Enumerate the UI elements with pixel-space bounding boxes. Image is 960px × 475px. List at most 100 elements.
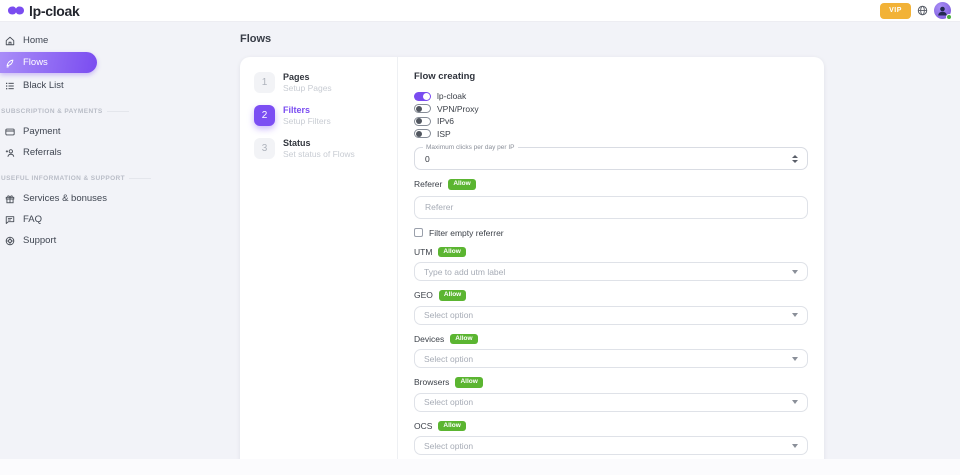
toggle-row-ipv6: IPv6 bbox=[414, 115, 808, 128]
main-content: Flows 1 Pages Setup Pages 2 Filters Setu… bbox=[240, 22, 960, 475]
sidebar-item-faq[interactable]: FAQ bbox=[0, 209, 240, 230]
devices-select[interactable]: Select option bbox=[414, 349, 808, 368]
checkbox-label: Filter empty referrer bbox=[429, 227, 504, 238]
chevron-down-icon bbox=[792, 269, 798, 274]
step-title: Filters bbox=[283, 105, 311, 115]
toggle-row-lp-cloak: lp-cloak bbox=[414, 90, 808, 103]
chat-icon bbox=[5, 215, 15, 224]
sidebar-item-black-list[interactable]: Black List bbox=[0, 75, 240, 96]
utm-select[interactable]: Type to add utm label bbox=[414, 262, 808, 281]
user-avatar[interactable] bbox=[934, 2, 952, 20]
utm-label-row: UTM Allow bbox=[414, 246, 808, 257]
max-clicks-input[interactable] bbox=[415, 153, 792, 164]
sidebar-item-label: Services & bonuses bbox=[23, 193, 107, 204]
devices-label: Devices bbox=[414, 333, 445, 344]
sidebar-item-label: Flows bbox=[23, 57, 48, 68]
ocs-label: OCS bbox=[414, 420, 433, 431]
chevron-down-icon bbox=[792, 356, 798, 361]
geo-allow-badge[interactable]: Allow bbox=[438, 290, 467, 301]
toggle-label: ISP bbox=[437, 128, 451, 139]
vpn-proxy-toggle[interactable] bbox=[414, 104, 431, 114]
stepper-down-icon[interactable] bbox=[792, 159, 798, 163]
referer-field bbox=[414, 195, 808, 219]
flow-card: 1 Pages Setup Pages 2 Filters Setup Filt… bbox=[240, 57, 824, 475]
flow-form: Flow creating lp-cloak VPN/Proxy IPv6 IS… bbox=[398, 57, 824, 475]
sidebar-item-flows[interactable]: Flows bbox=[0, 52, 97, 73]
gift-icon bbox=[5, 194, 15, 203]
utm-label: UTM bbox=[414, 246, 433, 257]
page-title: Flows bbox=[240, 33, 272, 45]
bottom-strip bbox=[0, 459, 960, 475]
lp-cloak-toggle[interactable] bbox=[414, 91, 431, 101]
stepper-up-icon[interactable] bbox=[792, 154, 798, 158]
chevron-down-icon bbox=[792, 313, 798, 317]
globe-icon[interactable] bbox=[917, 5, 928, 16]
step-subtitle: Setup Pages bbox=[283, 83, 332, 93]
browsers-select[interactable]: Select option bbox=[414, 392, 808, 412]
devices-allow-badge[interactable]: Allow bbox=[450, 333, 478, 344]
sidebar-item-services[interactable]: Services & bonuses bbox=[0, 188, 240, 209]
referer-label-row: Referer Allow bbox=[414, 179, 808, 190]
step-number: 1 bbox=[254, 72, 275, 93]
referer-allow-badge[interactable]: Allow bbox=[448, 179, 476, 190]
lifebuoy-icon bbox=[5, 236, 15, 245]
isp-toggle[interactable] bbox=[414, 129, 431, 139]
filter-empty-referrer-row[interactable]: Filter empty referrer bbox=[414, 228, 808, 238]
chevron-down-icon bbox=[792, 400, 798, 404]
logo: lp-cloak bbox=[8, 3, 80, 19]
filter-empty-referrer-checkbox[interactable] bbox=[414, 228, 423, 237]
step-title: Status bbox=[283, 138, 311, 148]
toggle-label: VPN/Proxy bbox=[437, 103, 479, 114]
sidebar-item-home[interactable]: Home bbox=[0, 30, 240, 51]
browsers-allow-badge[interactable]: Allow bbox=[455, 377, 483, 388]
ocs-label-row: OCS Allow bbox=[414, 420, 808, 431]
home-icon bbox=[5, 36, 15, 45]
ipv6-toggle[interactable] bbox=[414, 116, 431, 126]
step-number: 3 bbox=[254, 138, 275, 159]
geo-label-row: GEO Allow bbox=[414, 290, 808, 301]
step-subtitle: Set status of Flows bbox=[283, 149, 355, 159]
sidebar-item-referrals[interactable]: Referrals bbox=[0, 142, 240, 163]
geo-select[interactable]: Select option bbox=[414, 305, 808, 325]
sidebar-section-subscription: SUBSCRIPTION & PAYMENTS bbox=[1, 108, 240, 115]
browsers-label-row: Browsers Allow bbox=[414, 377, 808, 388]
toggle-label: IPv6 bbox=[437, 116, 455, 127]
ocs-allow-badge[interactable]: Allow bbox=[438, 420, 466, 431]
step-pages[interactable]: 1 Pages Setup Pages bbox=[254, 72, 397, 93]
form-title: Flow creating bbox=[414, 71, 476, 82]
ocs-select[interactable]: Select option bbox=[414, 436, 808, 455]
max-clicks-label: Maximum clicks per day per IP bbox=[423, 144, 518, 151]
utm-allow-badge[interactable]: Allow bbox=[438, 246, 466, 257]
online-status-dot bbox=[946, 14, 952, 20]
step-number: 2 bbox=[254, 105, 275, 126]
logo-text: lp-cloak bbox=[29, 2, 80, 19]
max-clicks-field: Maximum clicks per day per IP bbox=[414, 144, 808, 170]
sidebar-item-label: Support bbox=[23, 235, 57, 246]
sidebar-item-label: Home bbox=[23, 35, 49, 46]
step-subtitle: Setup Filters bbox=[283, 116, 331, 126]
flows-icon bbox=[6, 59, 14, 68]
user-plus-icon bbox=[5, 148, 15, 157]
step-title: Pages bbox=[283, 72, 310, 82]
sidebar-item-payment[interactable]: Payment bbox=[0, 121, 240, 142]
vip-button[interactable]: VIP bbox=[880, 2, 911, 19]
step-status[interactable]: 3 Status Set status of Flows bbox=[254, 138, 397, 159]
sidebar-item-label: Payment bbox=[23, 126, 61, 137]
sidebar-section-support: USEFUL INFORMATION & SUPPORT bbox=[1, 175, 240, 182]
toggle-row-isp: ISP bbox=[414, 128, 808, 141]
toggle-row-vpn-proxy: VPN/Proxy bbox=[414, 103, 808, 116]
sidebar-item-label: Black List bbox=[23, 80, 64, 91]
sidebar-item-label: Referrals bbox=[23, 147, 62, 158]
sidebar-item-support[interactable]: Support bbox=[0, 230, 240, 251]
number-stepper[interactable] bbox=[792, 154, 798, 163]
referer-input[interactable] bbox=[415, 202, 807, 212]
devices-label-row: Devices Allow bbox=[414, 333, 808, 344]
mask-logo-icon bbox=[8, 6, 24, 15]
credit-card-icon bbox=[5, 128, 15, 135]
toggle-label: lp-cloak bbox=[437, 91, 467, 102]
chevron-down-icon bbox=[792, 443, 798, 448]
sidebar-item-label: FAQ bbox=[23, 214, 43, 225]
list-icon bbox=[6, 82, 14, 89]
topbar: lp-cloak VIP bbox=[0, 0, 960, 22]
step-filters[interactable]: 2 Filters Setup Filters bbox=[254, 105, 397, 126]
